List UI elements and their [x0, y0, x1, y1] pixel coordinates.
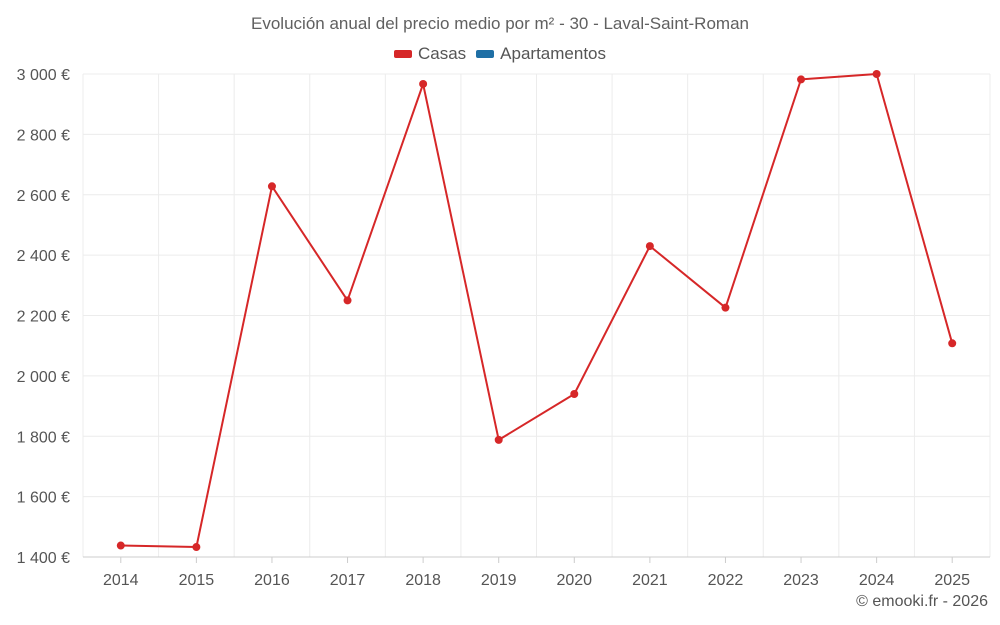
- data-point[interactable]: [419, 79, 428, 88]
- legend-swatch-casas: [393, 50, 412, 58]
- footer-credit: © emooki.fr - 2026: [856, 593, 988, 610]
- y-tick-label: 1 400 €: [17, 550, 70, 567]
- x-tick-label: 2019: [481, 572, 517, 589]
- x-tick-label: 2020: [556, 572, 592, 589]
- y-tick-label: 2 000 €: [17, 369, 70, 386]
- legend-item-casas[interactable]: Casas: [393, 44, 467, 64]
- y-tick-label: 2 400 €: [17, 248, 70, 265]
- data-point[interactable]: [797, 75, 806, 84]
- data-point[interactable]: [494, 435, 503, 444]
- chart-title: Evolución anual del precio medio por m² …: [251, 14, 749, 33]
- data-point[interactable]: [116, 541, 125, 550]
- x-tick-label: 2017: [330, 572, 366, 589]
- y-tick-label: 3 000 €: [17, 67, 70, 84]
- series-casas: [116, 70, 957, 552]
- data-point[interactable]: [192, 543, 201, 552]
- legend-label-apartamentos: Apartamentos: [500, 44, 607, 63]
- x-tick-label: 2018: [405, 572, 441, 589]
- x-tick-label: 2021: [632, 572, 668, 589]
- data-point[interactable]: [570, 389, 579, 398]
- data-point[interactable]: [267, 182, 276, 191]
- y-tick-label: 2 800 €: [17, 127, 70, 144]
- x-tick-label: 2016: [254, 572, 290, 589]
- data-point[interactable]: [343, 296, 352, 305]
- y-tick-label: 2 600 €: [17, 188, 70, 205]
- data-point[interactable]: [645, 242, 654, 251]
- x-tick-label: 2024: [859, 572, 895, 589]
- x-tick-label: 2015: [179, 572, 215, 589]
- x-tick-label: 2023: [783, 572, 819, 589]
- axes: 1 400 € 1 600 € 1 800 € 2 000 € 2 200 € 2 400…: [17, 67, 990, 589]
- x-tick-label: 2022: [708, 572, 744, 589]
- legend-swatch-apartamentos: [476, 50, 495, 58]
- y-tick-label: 2 200 €: [17, 309, 70, 326]
- legend-label-casas: Casas: [417, 44, 467, 63]
- x-tick-label: 2025: [934, 572, 970, 589]
- data-point[interactable]: [721, 303, 730, 312]
- data-point[interactable]: [948, 339, 957, 348]
- legend-item-apartamentos[interactable]: Apartamentos: [476, 44, 606, 64]
- y-tick-label: 1 800 €: [17, 429, 70, 446]
- grid-lines: [82, 73, 991, 557]
- data-point[interactable]: [872, 70, 881, 78]
- chart-legend: Casas Apartamentos: [0, 44, 1000, 64]
- x-tick-label: 2014: [103, 572, 139, 589]
- y-tick-label: 1 600 €: [17, 490, 70, 507]
- series-line-casas: [120, 73, 954, 548]
